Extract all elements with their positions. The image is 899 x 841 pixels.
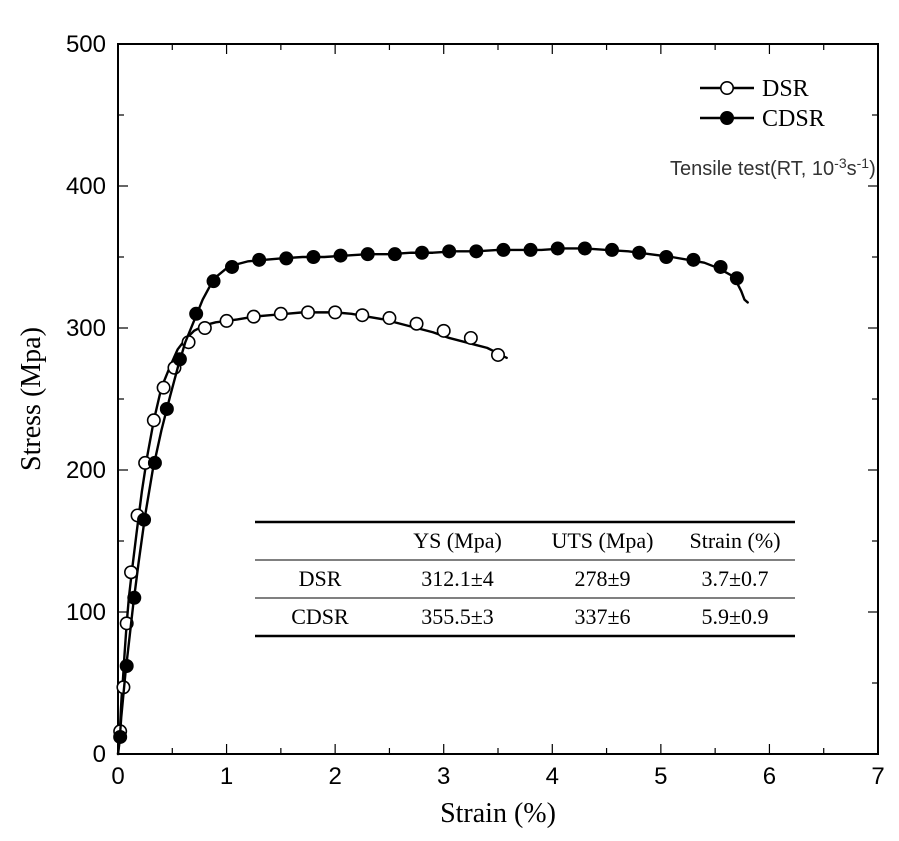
series-marker-dsr	[438, 325, 450, 337]
series-marker-cdsr	[470, 245, 482, 257]
series-marker-dsr	[125, 566, 137, 578]
xtick-label: 7	[871, 763, 884, 790]
series-marker-cdsr	[161, 403, 173, 415]
legend-label: DSR	[762, 76, 809, 102]
series-marker-cdsr	[226, 261, 238, 273]
series-marker-dsr	[199, 322, 211, 334]
ytick-label: 300	[66, 315, 106, 342]
series-marker-dsr	[329, 306, 341, 318]
xtick-label: 6	[763, 763, 776, 790]
ytick-label: 100	[66, 599, 106, 626]
series-marker-cdsr	[633, 247, 645, 259]
series-marker-dsr	[383, 312, 395, 324]
ytick-label: 200	[66, 457, 106, 484]
series-marker-cdsr	[253, 254, 265, 266]
table-cell: 337±6	[574, 604, 630, 629]
xtick-label: 1	[220, 763, 233, 790]
table-cell: DSR	[299, 566, 342, 591]
series-marker-cdsr	[524, 244, 536, 256]
table-cell: 355.5±3	[421, 604, 494, 629]
series-marker-cdsr	[731, 272, 743, 284]
test-condition-annotation: Tensile test(RT, 10-3s-1)	[670, 155, 876, 180]
series-marker-cdsr	[190, 308, 202, 320]
legend-label: CDSR	[762, 106, 825, 132]
xtick-label: 0	[111, 763, 124, 790]
plot-frame	[118, 44, 878, 754]
series-marker-cdsr	[362, 248, 374, 260]
series-marker-cdsr	[138, 514, 150, 526]
xtick-label: 5	[654, 763, 667, 790]
series-marker-cdsr	[714, 261, 726, 273]
series-marker-cdsr	[207, 275, 219, 287]
series-marker-cdsr	[416, 247, 428, 259]
table-cell: 312.1±4	[421, 566, 494, 591]
table-cell: 278±9	[574, 566, 630, 591]
series-marker-cdsr	[687, 254, 699, 266]
series-marker-dsr	[248, 310, 260, 322]
stress-strain-chart: 0 1 2 3 4 5 6 7 0 100 200 300 400 500 Strain (%) Stress…	[0, 0, 899, 841]
table-cell: CDSR	[291, 604, 349, 629]
series-marker-cdsr	[579, 242, 591, 254]
series-marker-cdsr	[307, 251, 319, 263]
xtick-label: 4	[546, 763, 559, 790]
xtick-label: 2	[328, 763, 341, 790]
series-marker-dsr	[148, 414, 160, 426]
x-axis-label: Strain (%)	[440, 798, 556, 829]
series-marker-cdsr	[497, 244, 509, 256]
series-marker-dsr	[465, 332, 477, 344]
series-marker-dsr	[302, 306, 314, 318]
table-header-cell: Strain (%)	[689, 528, 780, 553]
legend-marker	[721, 82, 733, 94]
table-cell: 3.7±0.7	[701, 566, 768, 591]
table-header-cell: YS (Mpa)	[413, 528, 502, 553]
ytick-label: 500	[66, 31, 106, 58]
series-marker-dsr	[356, 309, 368, 321]
table-header-cell: UTS (Mpa)	[551, 528, 653, 553]
series-marker-cdsr	[389, 248, 401, 260]
series-marker-cdsr	[128, 592, 140, 604]
ytick-label: 0	[93, 741, 106, 768]
series-marker-cdsr	[552, 242, 564, 254]
series-marker-dsr	[157, 381, 169, 393]
series-marker-cdsr	[606, 244, 618, 256]
series-marker-cdsr	[660, 251, 672, 263]
table-cell: 5.9±0.9	[701, 604, 768, 629]
series-marker-cdsr	[334, 249, 346, 261]
series-marker-dsr	[275, 308, 287, 320]
ytick-label: 400	[66, 173, 106, 200]
y-axis-label: Stress (Mpa)	[16, 327, 47, 471]
series-marker-dsr	[492, 349, 504, 361]
legend-marker	[721, 112, 733, 124]
series-marker-cdsr	[280, 252, 292, 264]
series-marker-cdsr	[149, 457, 161, 469]
xtick-label: 3	[437, 763, 450, 790]
series-marker-dsr	[220, 315, 232, 327]
series-marker-cdsr	[443, 245, 455, 257]
series-marker-dsr	[410, 318, 422, 330]
series-marker-cdsr	[114, 731, 126, 743]
series-marker-cdsr	[174, 353, 186, 365]
series-marker-cdsr	[120, 660, 132, 672]
